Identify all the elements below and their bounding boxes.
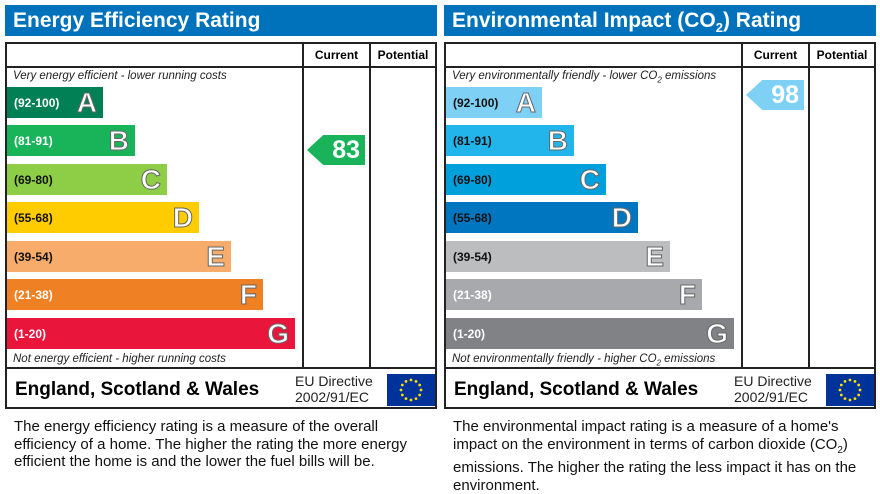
band-c: (69-80) C (7, 163, 167, 195)
band-g: (1-20) G (446, 317, 734, 349)
band-letter: F (678, 278, 696, 310)
band-letter: B (108, 124, 129, 156)
band-letter: E (645, 240, 665, 272)
description: The environmental impact rating is a mea… (453, 418, 857, 494)
energy-efficiency-panel: Energy Efficiency Rating Current Potenti… (0, 0, 437, 493)
band-a: (92-100) A (7, 86, 103, 118)
region-label: England, Scotland & Wales (454, 379, 699, 400)
band-range: (21-38) (453, 287, 492, 302)
column-current: Current (753, 48, 798, 62)
band-letter: D (172, 201, 193, 233)
band-e: (39-54) E (446, 240, 670, 272)
bottom-note: Not energy efficient - higher running co… (13, 353, 226, 365)
eu-directive: EU Directive 2002/91/EC (295, 373, 373, 405)
band-range: (21-38) (14, 287, 53, 302)
current-rating-arrow: 98 (746, 80, 804, 110)
column-potential: Potential (377, 48, 429, 62)
column-current: Current (314, 48, 359, 62)
band-range: (39-54) (14, 249, 53, 264)
band-letter: C (579, 163, 600, 195)
column-potential: Potential (816, 48, 868, 62)
region-label: England, Scotland & Wales (15, 379, 260, 400)
band-letter: C (140, 163, 161, 195)
band-range: (1-20) (14, 326, 47, 341)
band-range: (69-80) (14, 172, 53, 187)
band-letter: F (239, 278, 257, 310)
top-note: Very environmentally friendly - lower CO… (452, 70, 717, 85)
band-range: (92-100) (14, 95, 60, 110)
band-letter: A (76, 86, 97, 118)
band-letter: G (706, 317, 729, 349)
band-d: (55-68) D (7, 201, 199, 233)
band-f: (21-38) F (446, 278, 702, 310)
band-range: (39-54) (453, 249, 492, 264)
band-f: (21-38) F (7, 278, 263, 310)
environmental-impact-panel: Environmental Impact (CO2) Rating Curren… (439, 0, 876, 494)
band-d: (55-68) D (446, 201, 638, 233)
band-letter: B (547, 124, 568, 156)
band-range: (92-100) (453, 95, 499, 110)
band-letter: D (611, 201, 632, 233)
band-range: (81-91) (453, 133, 492, 148)
rating-table: Current Potential Very energy efficient … (5, 42, 437, 409)
band-range: (55-68) (14, 210, 53, 225)
band-letter: G (267, 317, 290, 349)
band-c: (69-80) C (446, 163, 606, 195)
chart-title: Environmental Impact (CO2) Rating (444, 5, 876, 36)
band-g: (1-20) G (7, 317, 295, 349)
eu-flag-icon (826, 374, 874, 406)
band-range: (81-91) (14, 133, 53, 148)
description: The energy efficiency rating is a measur… (14, 418, 408, 470)
bottom-note: Not environmentally friendly - higher CO… (452, 353, 716, 368)
current-rating-arrow: 83 (307, 135, 365, 165)
top-note: Very energy efficient - lower running co… (13, 70, 227, 82)
band-range: (69-80) (453, 172, 492, 187)
eu-flag-icon (387, 374, 435, 406)
band-b: (81-91) B (446, 124, 574, 156)
band-e: (39-54) E (7, 240, 231, 272)
band-range: (1-20) (453, 326, 486, 341)
band-letter: E (206, 240, 226, 272)
band-a: (92-100) A (446, 86, 542, 118)
rating-table: Current Potential Very environmentally f… (444, 42, 876, 409)
band-letter: A (515, 86, 536, 118)
chart-title: Energy Efficiency Rating (5, 5, 437, 36)
band-range: (55-68) (453, 210, 492, 225)
band-b: (81-91) B (7, 124, 135, 156)
eu-directive: EU Directive 2002/91/EC (734, 373, 812, 405)
